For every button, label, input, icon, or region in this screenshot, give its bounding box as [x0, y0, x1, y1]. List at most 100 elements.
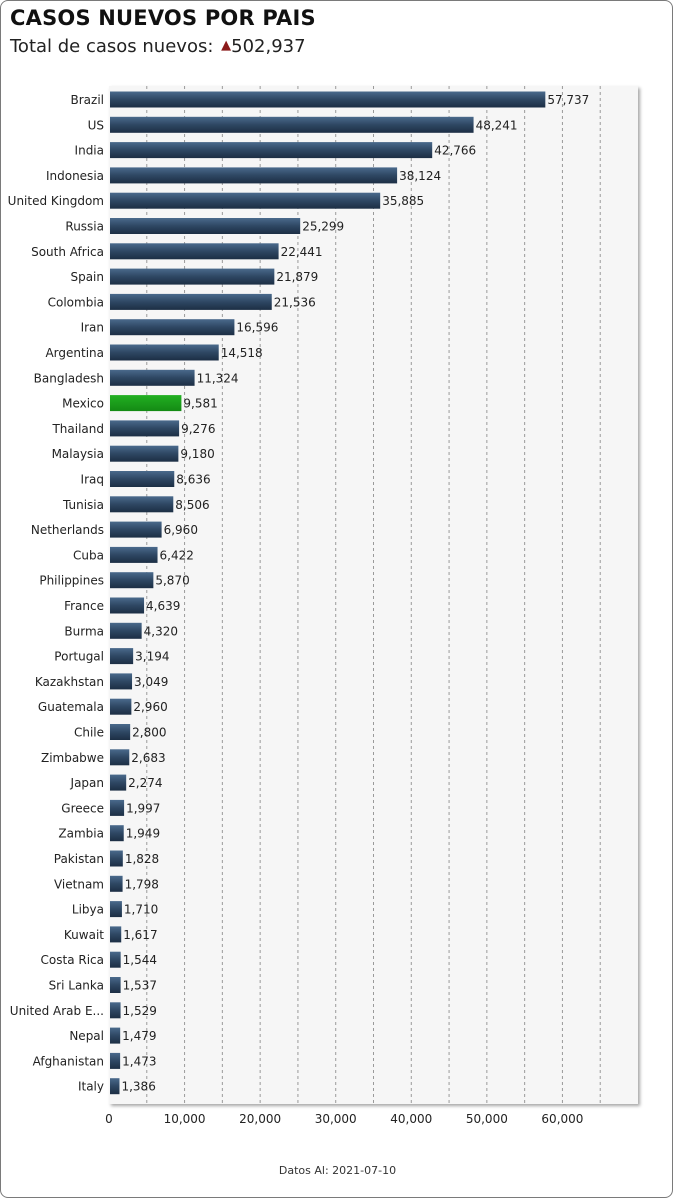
triangle-up-icon: ▲: [221, 38, 232, 53]
category-label: Spain: [70, 270, 104, 284]
bar: [110, 673, 133, 690]
category-label: Chile: [74, 726, 104, 740]
bar: [110, 496, 174, 513]
value-label: 8,506: [175, 498, 209, 512]
bar: [110, 344, 219, 361]
value-label: 4,639: [146, 599, 180, 613]
value-label: 1,710: [124, 903, 158, 917]
total-value: 502,937: [231, 36, 306, 57]
category-label: Burma: [64, 624, 104, 638]
category-label: Zambia: [58, 827, 104, 841]
category-label: Nepal: [69, 1029, 104, 1043]
value-label: 9,180: [180, 447, 214, 461]
category-label: Iraq: [81, 473, 104, 487]
x-tick-label: 60,000: [541, 1112, 583, 1126]
bar: [110, 799, 125, 816]
category-label: Russia: [65, 220, 104, 234]
bar: [110, 1002, 121, 1019]
value-label: 2,683: [131, 751, 165, 765]
value-label: 38,124: [399, 169, 441, 183]
value-label: 35,885: [382, 194, 424, 208]
bar: [110, 597, 145, 614]
value-label: 8,636: [176, 473, 210, 487]
category-label: US: [88, 118, 104, 132]
value-label: 21,879: [276, 270, 318, 284]
bar: [110, 977, 121, 993]
x-tick-label: 0: [105, 1112, 113, 1126]
category-label: Guatemala: [38, 700, 104, 714]
value-label: 1,529: [123, 1004, 157, 1018]
x-tick-label: 10,000: [164, 1112, 206, 1126]
bar: [110, 926, 122, 943]
bar: [110, 825, 124, 842]
value-label: 6,960: [164, 523, 198, 537]
bar: [110, 319, 235, 336]
category-label: Zimbabwe: [41, 751, 104, 765]
value-label: 1,949: [126, 827, 160, 841]
category-label: Bangladesh: [34, 371, 104, 385]
data-date: Datos Al: 2021-07-10: [278, 1164, 397, 1177]
value-label: 48,241: [476, 118, 518, 132]
value-label: 2,960: [133, 700, 167, 714]
value-label: 25,299: [302, 220, 344, 234]
total-label: Total de casos nuevos:: [10, 36, 214, 57]
value-label: 3,194: [135, 650, 169, 664]
bar: [110, 951, 121, 968]
bar: [110, 622, 142, 639]
value-label: 1,479: [122, 1029, 156, 1043]
bar: [110, 268, 275, 285]
category-label: Argentina: [45, 346, 104, 360]
value-label: 3,049: [134, 675, 168, 689]
category-label: Kuwait: [64, 928, 104, 942]
category-label: Mexico: [62, 397, 104, 411]
category-label: United Kingdom: [8, 194, 104, 208]
bar: [110, 749, 130, 766]
category-label: Iran: [81, 321, 104, 335]
category-label: Vietnam: [54, 877, 104, 891]
x-tick-label: 20,000: [239, 1112, 281, 1126]
bar: [110, 243, 279, 260]
bar: [110, 142, 433, 159]
category-label: Portugal: [54, 650, 104, 664]
value-label: 16,596: [236, 321, 278, 335]
bar: [110, 698, 132, 715]
bar-highlight: [110, 395, 182, 412]
bar: [110, 648, 134, 665]
value-label: 9,276: [181, 422, 215, 436]
category-label: Netherlands: [31, 523, 104, 537]
category-label: Brazil: [71, 93, 105, 107]
category-label: Pakistan: [54, 852, 104, 866]
bar: [110, 218, 301, 234]
category-label: Japan: [70, 776, 104, 790]
value-label: 11,324: [197, 371, 239, 385]
category-label: United Arab E...: [10, 1004, 104, 1018]
bar: [110, 1078, 120, 1095]
bar: [110, 293, 272, 310]
bar: [110, 91, 546, 108]
category-label: Philippines: [39, 574, 104, 588]
chart-title: CASOS NUEVOS POR PAIS: [10, 6, 316, 30]
category-label: Costa Rica: [41, 953, 104, 967]
x-tick-label: 30,000: [315, 1112, 357, 1126]
bar: [110, 572, 154, 589]
value-label: 2,274: [128, 776, 162, 790]
value-label: 1,386: [121, 1080, 155, 1094]
category-label: Colombia: [48, 295, 104, 309]
value-label: 2,800: [132, 726, 166, 740]
value-label: 6,422: [160, 548, 194, 562]
category-label: India: [75, 144, 104, 158]
bar: [110, 369, 195, 386]
value-label: 14,518: [221, 346, 263, 360]
value-label: 57,737: [547, 93, 589, 107]
category-label: Afghanistan: [33, 1054, 104, 1068]
value-label: 1,544: [123, 953, 157, 967]
bar: [110, 167, 398, 184]
x-axis-ticks: 0 10,000 20,000 30,000 40,000 50,000 60,000: [105, 1112, 583, 1126]
category-label: France: [64, 599, 104, 613]
value-label: 5,870: [155, 574, 189, 588]
category-label: Sri Lanka: [49, 979, 104, 993]
value-label: 21,536: [274, 295, 316, 309]
value-label: 1,473: [122, 1054, 156, 1068]
